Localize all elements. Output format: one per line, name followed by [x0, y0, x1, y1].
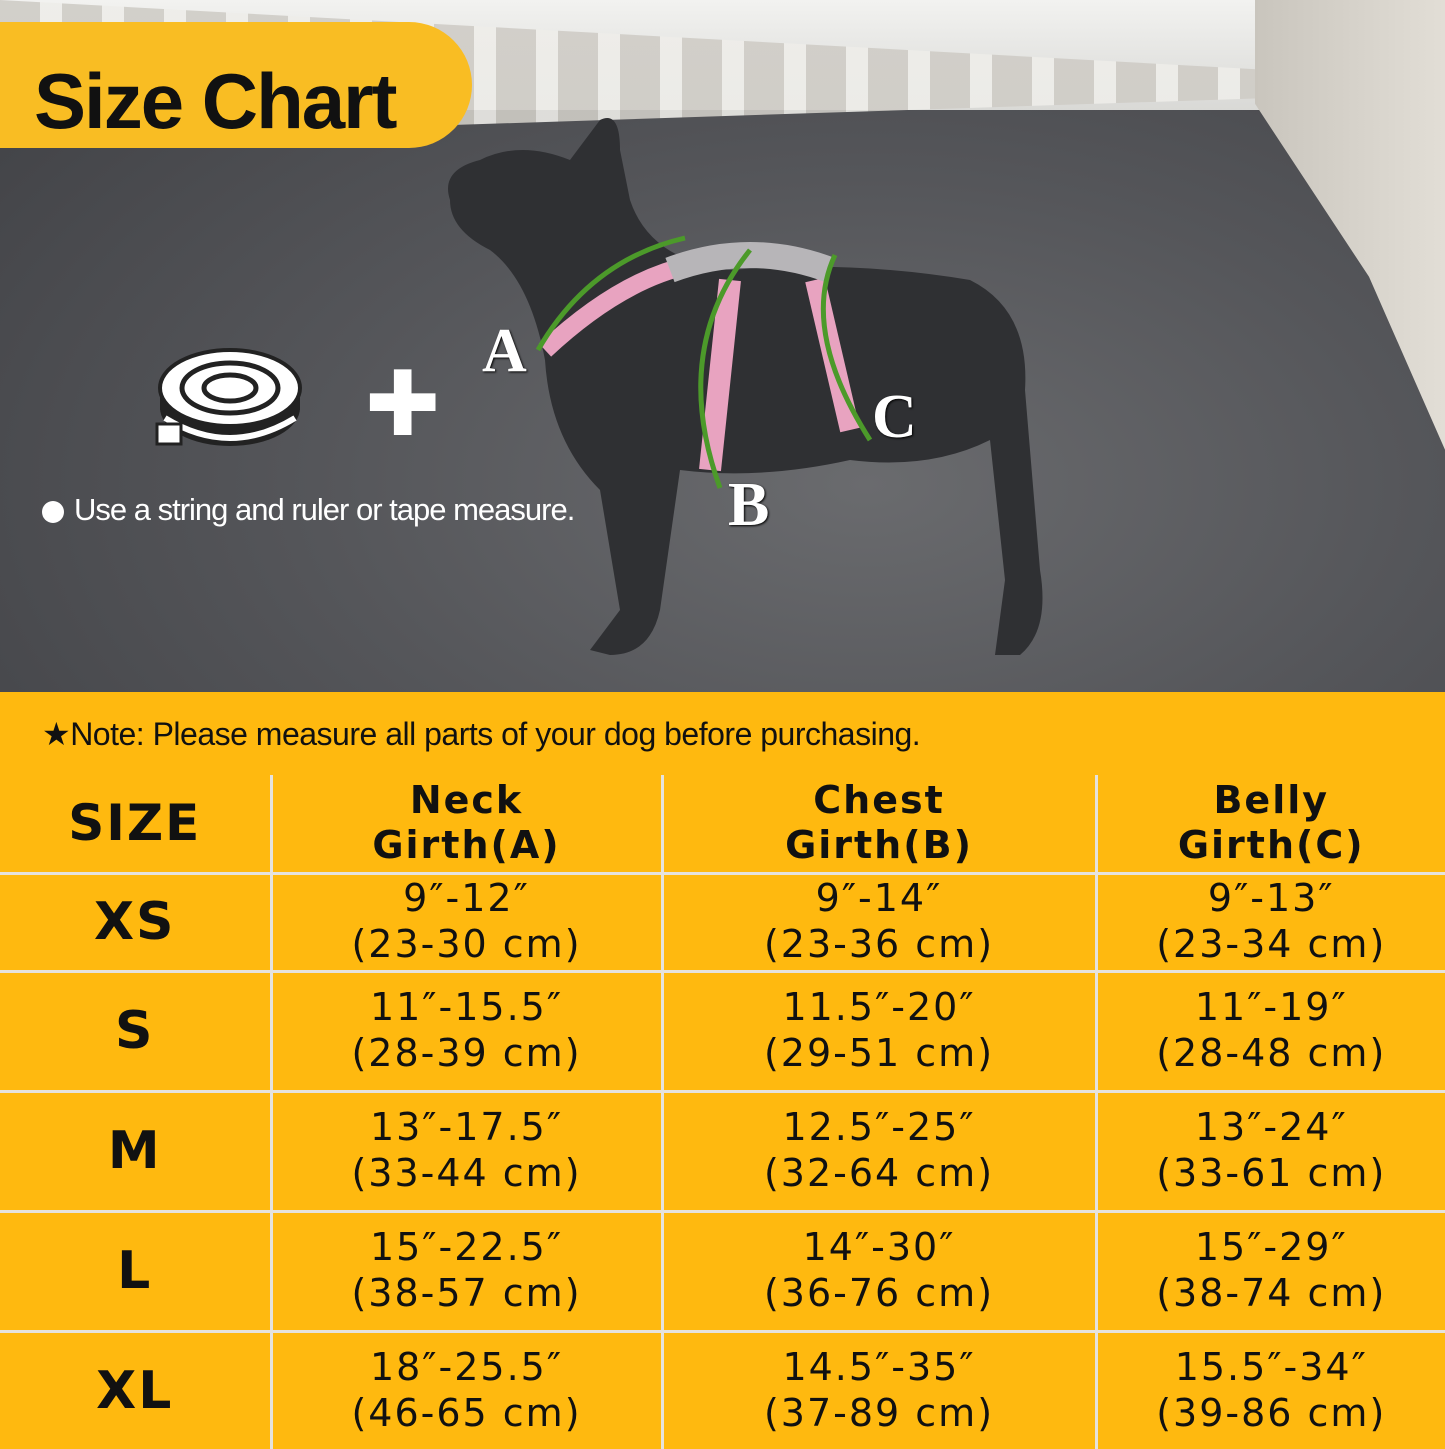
- cm-value: (33-44 cm): [273, 1151, 661, 1197]
- size-cell: L: [0, 1211, 271, 1331]
- measurement-cell: 14″-30″(36-76 cm): [662, 1211, 1096, 1331]
- product-photo: A B C Size Chart ✚ Use a string and rule…: [0, 0, 1445, 692]
- stone-wall: [1255, 0, 1445, 692]
- harness-back-panel: [670, 255, 830, 270]
- inches-value: 11.5″-20″: [664, 985, 1095, 1031]
- inches-value: 13″-17.5″: [273, 1105, 661, 1151]
- label-b: B: [728, 470, 769, 541]
- plus-icon: ✚: [365, 360, 440, 450]
- cm-value: (23-30 cm): [273, 922, 661, 968]
- measurement-cell: 14.5″-35″(37-89 cm): [662, 1331, 1096, 1449]
- cm-value: (23-34 cm): [1098, 922, 1445, 968]
- measurement-cell: 9″-14″(23-36 cm): [662, 873, 1096, 971]
- cm-value: (23-36 cm): [664, 922, 1095, 968]
- header-label: Girth(B): [664, 823, 1095, 869]
- measurement-cell: 9″-13″(23-34 cm): [1096, 873, 1445, 971]
- measurement-cell: 18″-25.5″(46-65 cm): [271, 1331, 662, 1449]
- inches-value: 11″-19″: [1098, 985, 1445, 1031]
- inches-value: 15″-22.5″: [273, 1225, 661, 1271]
- inches-value: 9″-14″: [664, 876, 1095, 922]
- inches-value: 12.5″-25″: [664, 1105, 1095, 1151]
- measure-hint: Use a string and ruler or tape measure.: [42, 492, 574, 528]
- size-cell: M: [0, 1091, 271, 1211]
- header-size: SIZE: [0, 775, 271, 873]
- measurement-cell: 11″-15.5″(28-39 cm): [271, 971, 662, 1091]
- title-banner: Size Chart: [0, 22, 472, 148]
- measurement-cell: 9″-12″(23-30 cm): [271, 873, 662, 971]
- header-label: Girth(C): [1098, 823, 1445, 869]
- label-c: C: [872, 382, 917, 453]
- measurement-cell: 11.5″-20″(29-51 cm): [662, 971, 1096, 1091]
- cm-value: (38-74 cm): [1098, 1271, 1445, 1317]
- inches-value: 9″-13″: [1098, 876, 1445, 922]
- note-text: ★Note: Please measure all parts of your …: [42, 715, 920, 753]
- cm-value: (28-39 cm): [273, 1031, 661, 1077]
- header-label: SIZE: [68, 794, 201, 852]
- inches-value: 9″-12″: [273, 876, 661, 922]
- label-a: A: [482, 316, 527, 387]
- inches-value: 15.5″-34″: [1098, 1345, 1445, 1391]
- header-label: Chest: [664, 778, 1095, 824]
- dog-body: [448, 118, 1043, 655]
- cm-value: (29-51 cm): [664, 1031, 1095, 1077]
- header-label: Girth(A): [273, 823, 661, 869]
- measurement-cell: 13″-24″(33-61 cm): [1096, 1091, 1445, 1211]
- page-title: Size Chart: [34, 56, 395, 147]
- inches-value: 14.5″-35″: [664, 1345, 1095, 1391]
- dog-illustration: [430, 110, 1070, 670]
- cm-value: (39-86 cm): [1098, 1391, 1445, 1437]
- inches-value: 18″-25.5″: [273, 1345, 661, 1391]
- size-cell: S: [0, 971, 271, 1091]
- size-cell: XL: [0, 1331, 271, 1449]
- measurement-cell: 11″-19″(28-48 cm): [1096, 971, 1445, 1091]
- header-label: Neck: [273, 778, 661, 824]
- cm-value: (33-61 cm): [1098, 1151, 1445, 1197]
- measurement-cell: 15″-22.5″(38-57 cm): [271, 1211, 662, 1331]
- size-cell: XS: [0, 873, 271, 971]
- cm-value: (37-89 cm): [664, 1391, 1095, 1437]
- cm-value: (46-65 cm): [273, 1391, 661, 1437]
- measurement-cell: 13″-17.5″(33-44 cm): [271, 1091, 662, 1211]
- cm-value: (38-57 cm): [273, 1271, 661, 1317]
- inches-value: 11″-15.5″: [273, 985, 661, 1031]
- measurement-cell: 15″-29″(38-74 cm): [1096, 1211, 1445, 1331]
- cm-value: (32-64 cm): [664, 1151, 1095, 1197]
- header-label: Belly: [1098, 778, 1445, 824]
- measurement-cell: 12.5″-25″(32-64 cm): [662, 1091, 1096, 1211]
- bullet-icon: [42, 501, 64, 523]
- inches-value: 13″-24″: [1098, 1105, 1445, 1151]
- measurement-cell: 15.5″-34″(39-86 cm): [1096, 1331, 1445, 1449]
- inches-value: 14″-30″: [664, 1225, 1095, 1271]
- cm-value: (36-76 cm): [664, 1271, 1095, 1317]
- cm-value: (28-48 cm): [1098, 1031, 1445, 1077]
- tape-measure-icon: [155, 348, 305, 452]
- hint-text: Use a string and ruler or tape measure.: [74, 492, 574, 527]
- inches-value: 15″-29″: [1098, 1225, 1445, 1271]
